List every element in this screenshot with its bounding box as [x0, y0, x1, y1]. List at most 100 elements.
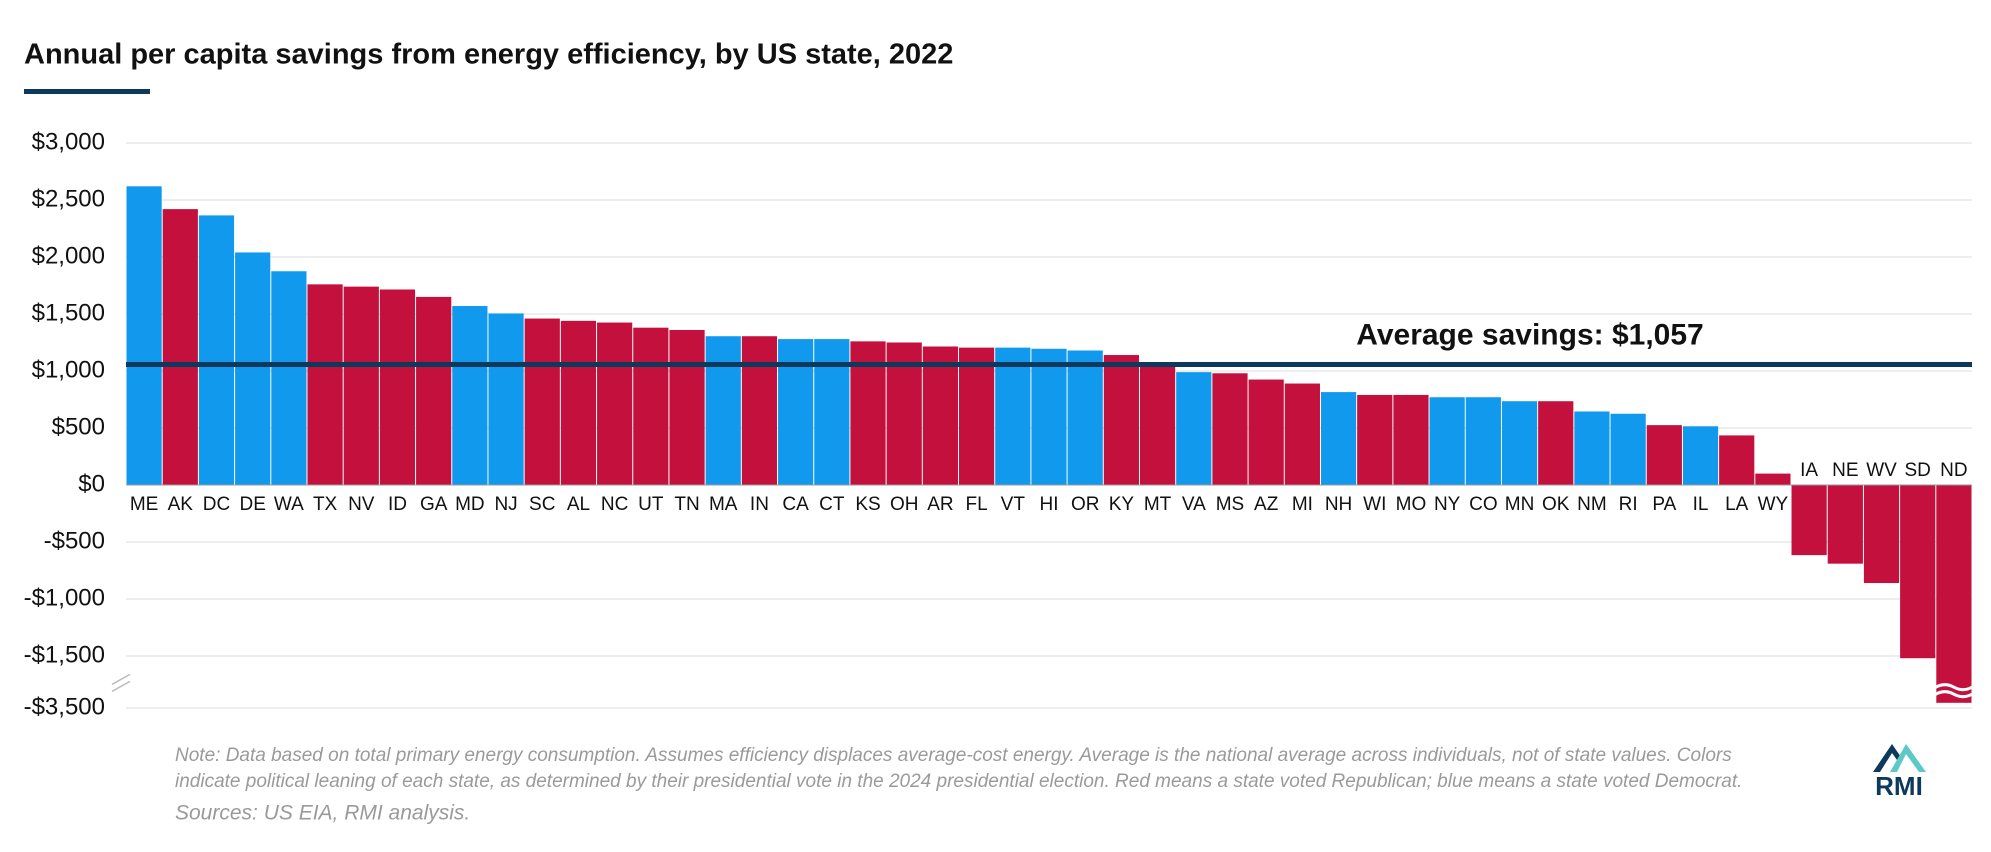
axis-break-mark	[111, 673, 131, 686]
y-tick-label: $2,000	[32, 242, 105, 269]
y-tick-label: -$500	[44, 527, 105, 554]
x-tick-label: WA	[274, 494, 304, 515]
x-tick-label: TX	[313, 494, 338, 515]
x-tick-label: DE	[239, 494, 265, 515]
bar	[1827, 485, 1863, 564]
bar	[235, 252, 271, 485]
bar	[1320, 392, 1357, 485]
x-tick-label: HI	[1040, 494, 1059, 515]
bar	[379, 289, 416, 485]
x-tick-label: IN	[750, 494, 769, 515]
bar	[1284, 383, 1320, 485]
x-tick-label: IA	[1800, 460, 1818, 481]
y-tick-label: $2,500	[32, 185, 105, 212]
logo: RMI	[1873, 744, 1926, 801]
x-tick-label: LA	[1725, 494, 1749, 515]
bar	[162, 209, 198, 485]
bar	[669, 329, 705, 485]
bar	[452, 306, 488, 485]
bar	[741, 336, 778, 485]
bar	[1465, 397, 1501, 485]
x-tick-label: OR	[1071, 494, 1100, 515]
x-tick-label: WY	[1758, 494, 1789, 515]
bar	[1863, 485, 1900, 584]
bar	[1574, 411, 1610, 485]
x-tick-label: AK	[168, 494, 194, 515]
bar	[1610, 413, 1646, 485]
bar	[995, 347, 1031, 485]
bar	[1357, 394, 1393, 485]
x-tick-label: WI	[1363, 494, 1386, 515]
bar	[1248, 379, 1284, 485]
x-tick-label: AZ	[1254, 494, 1279, 515]
bar	[1067, 350, 1103, 485]
x-tick-label: RI	[1619, 494, 1638, 515]
bar	[1900, 485, 1936, 659]
x-tick-label: MO	[1396, 494, 1427, 515]
x-tick-label: ID	[388, 494, 407, 515]
bar	[814, 339, 850, 485]
bar	[922, 346, 959, 485]
x-tick-label: CT	[819, 494, 845, 515]
bar	[1755, 473, 1791, 485]
x-tick-label: AR	[927, 494, 953, 515]
bar	[1682, 426, 1719, 485]
title-underline	[24, 89, 150, 94]
note-line: Note: Data based on total primary energy…	[175, 745, 1732, 766]
bar	[705, 336, 741, 485]
bar	[1103, 355, 1139, 485]
break-mark	[1898, 683, 1937, 692]
x-tick-label: KS	[855, 494, 880, 515]
x-tick-label: VT	[1001, 494, 1026, 515]
x-tick-label: TN	[674, 494, 699, 515]
bar	[1429, 397, 1465, 485]
x-tick-label: AL	[567, 494, 590, 515]
x-tick-label: NE	[1832, 460, 1858, 481]
x-tick-label: CO	[1469, 494, 1498, 515]
x-tick-label: NV	[348, 494, 375, 515]
bar	[597, 322, 633, 485]
bar	[1936, 485, 1972, 703]
x-tick-label: NH	[1325, 494, 1352, 515]
grid: $3,000 $2,500 $2,000 $1,500 $1,000 $500 $0 -$50…	[24, 128, 1972, 720]
x-tick-label: OH	[890, 494, 919, 515]
x-tick-label: NY	[1434, 494, 1461, 515]
x-tick-label: IL	[1693, 494, 1709, 515]
y-tick-label: $1,500	[32, 299, 105, 326]
y-tick-label: $0	[78, 470, 105, 497]
x-tick-label: OK	[1542, 494, 1570, 515]
x-tick-label: MA	[709, 494, 738, 515]
x-tick-label: MT	[1144, 494, 1172, 515]
x-tick-label: SD	[1905, 460, 1931, 481]
x-tick-label: CA	[782, 494, 809, 515]
bar	[198, 215, 235, 485]
x-tick-label: ME	[130, 494, 159, 515]
bar	[633, 327, 669, 485]
bar	[1719, 435, 1755, 485]
y-tick-label: $1,000	[32, 356, 105, 383]
x-tick-label: ND	[1940, 460, 1967, 481]
bar	[343, 286, 379, 485]
bar	[1176, 372, 1212, 485]
x-tick-label: DC	[203, 494, 230, 515]
bars: ME AK DC DE WA TX NV ID GA MD NJ SC AL NC UT TN MA IN CA CT…	[126, 186, 1972, 703]
y-tick-label: $500	[52, 413, 105, 440]
x-tick-label: NJ	[494, 494, 517, 515]
bar	[1139, 364, 1176, 485]
y-tick-label: $3,000	[32, 128, 105, 155]
bar	[1212, 373, 1248, 485]
x-tick-label: NM	[1577, 494, 1607, 515]
x-tick-label: UT	[638, 494, 664, 515]
x-tick-label: WV	[1866, 460, 1897, 481]
x-tick-label: KY	[1109, 494, 1135, 515]
x-tick-label: NC	[601, 494, 628, 515]
break-mark	[1935, 683, 1973, 692]
bar	[126, 186, 162, 485]
bar	[1538, 401, 1574, 485]
source: Sources: US EIA, RMI analysis.	[175, 802, 470, 825]
x-tick-label: PA	[1652, 494, 1676, 515]
bar	[1791, 485, 1827, 556]
bar	[1646, 425, 1682, 485]
bar	[524, 318, 560, 485]
